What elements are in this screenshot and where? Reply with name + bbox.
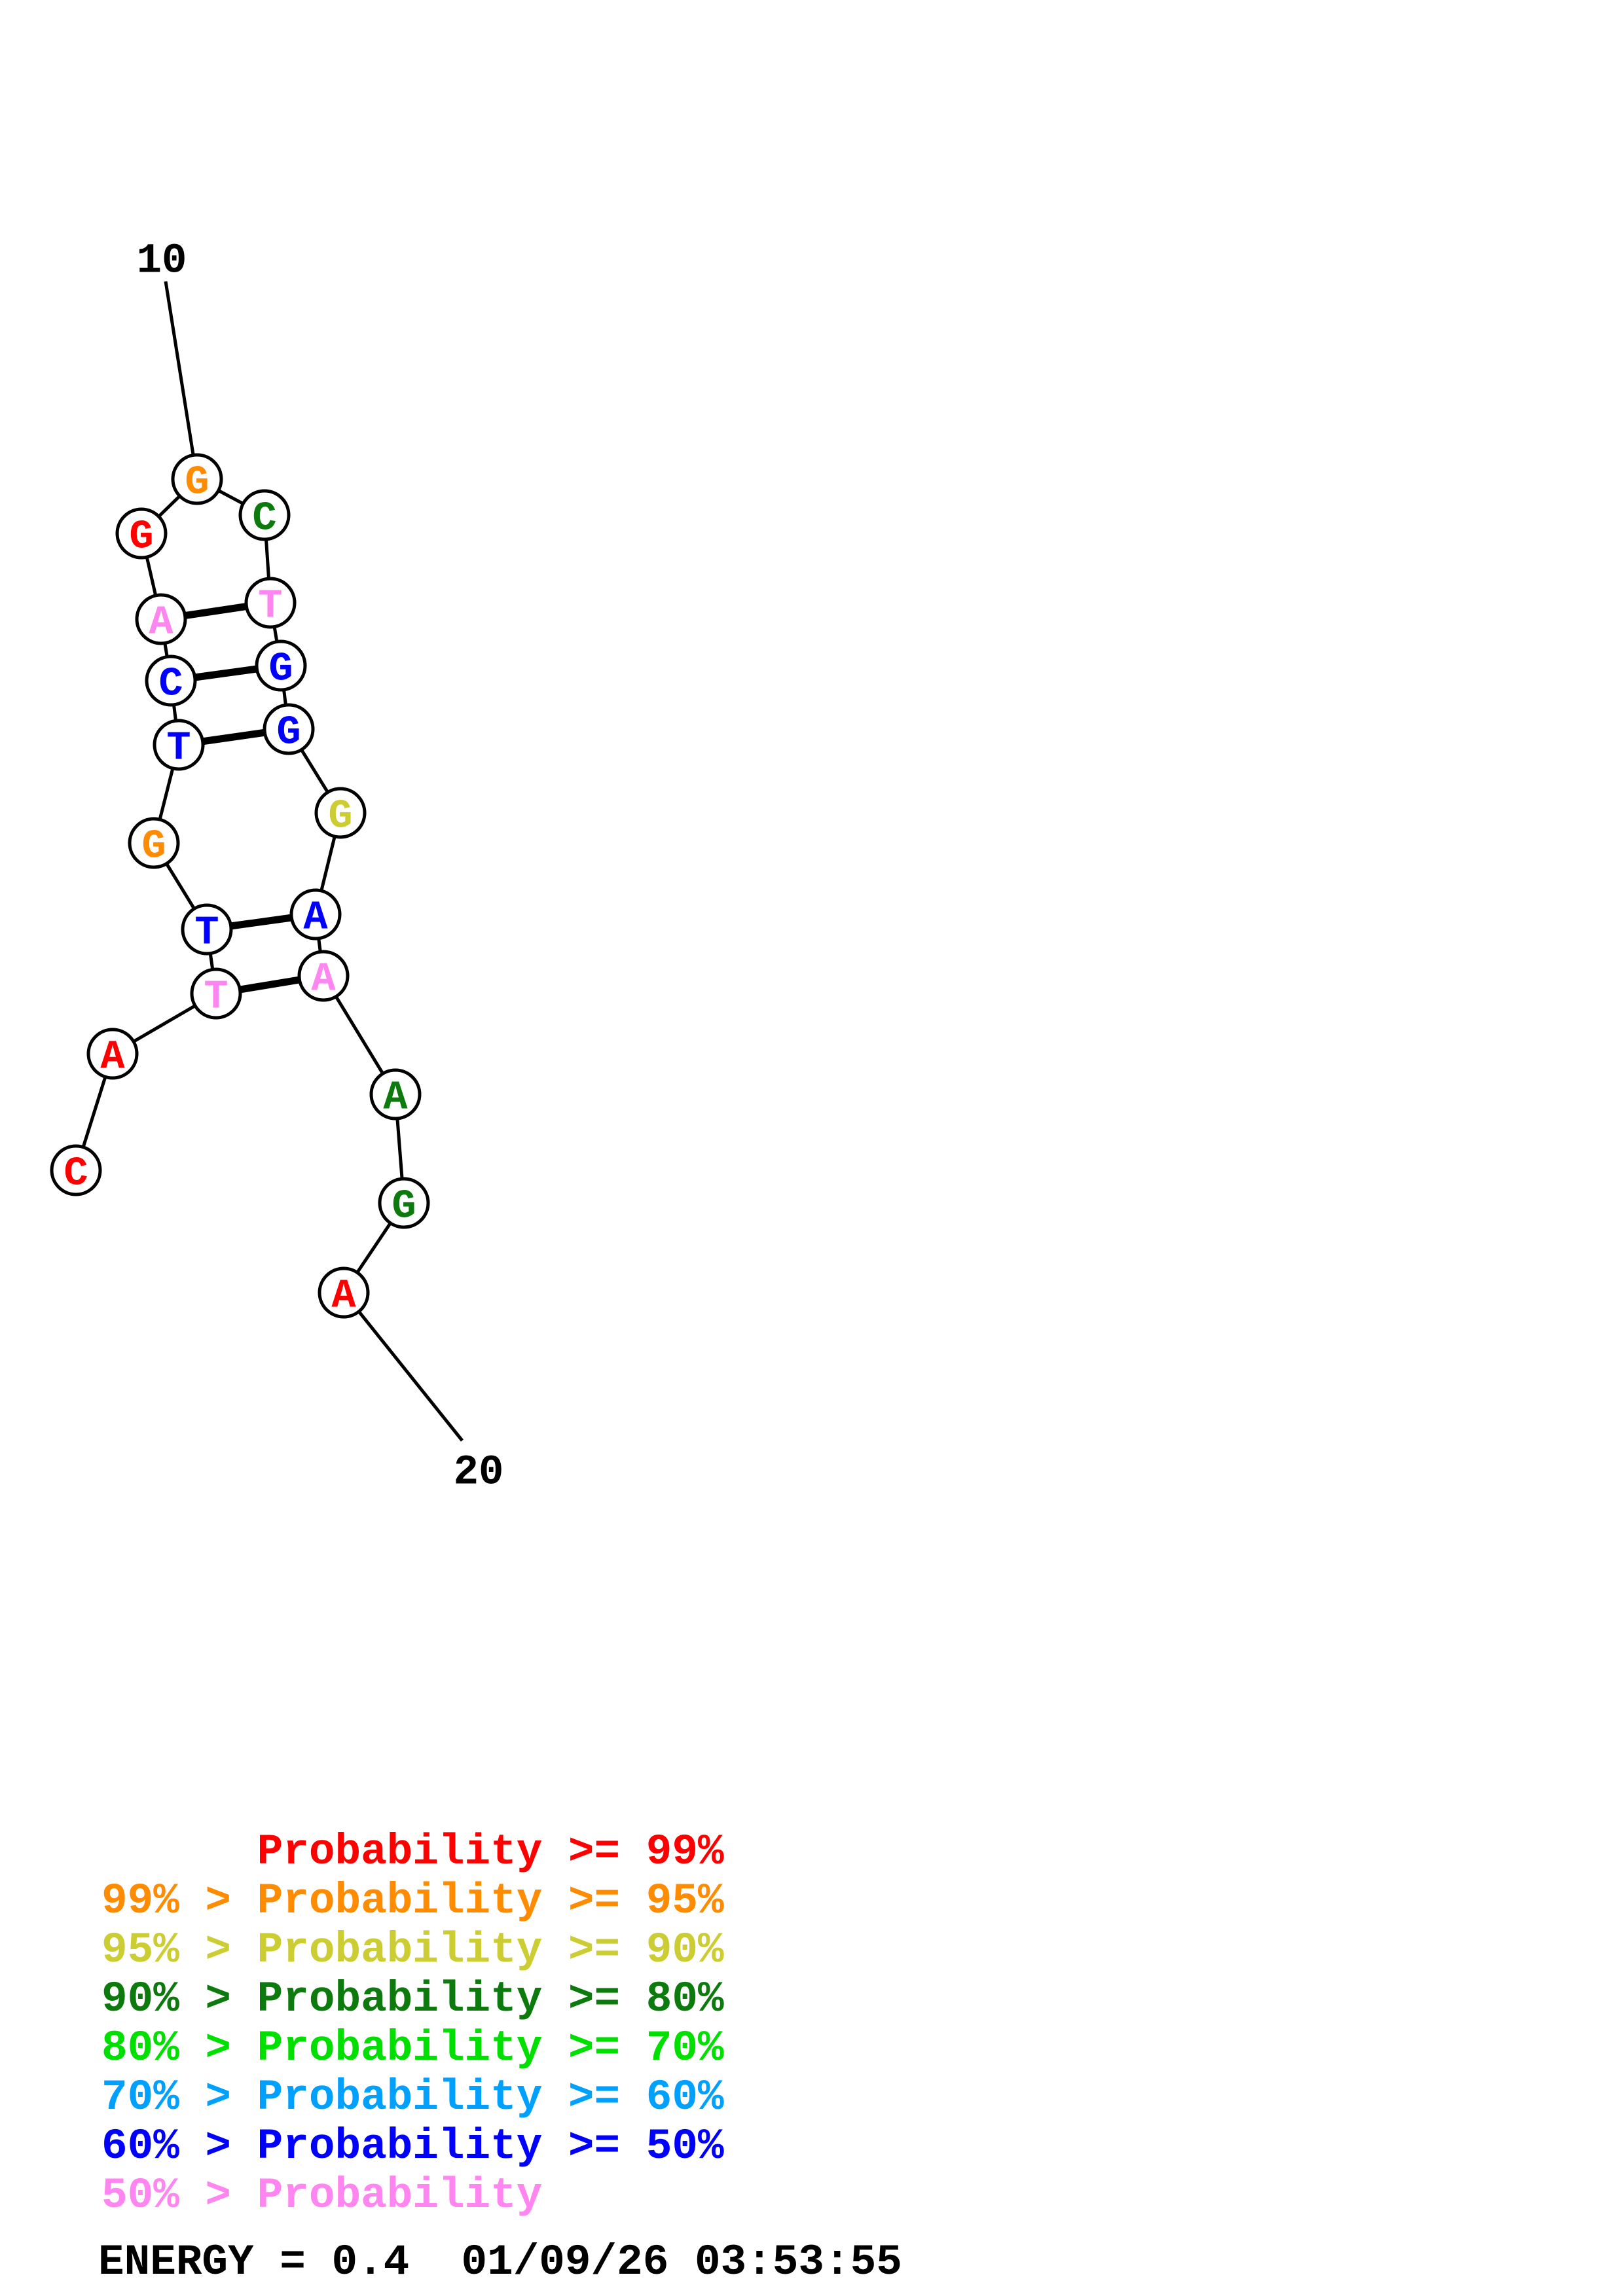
legend-item: 99% > Probability >= 95% — [101, 1876, 724, 1926]
residue-letter: T — [194, 910, 219, 956]
residue-circle — [128, 817, 180, 869]
residue-circle — [181, 903, 233, 956]
sequence-label: 10 — [137, 238, 187, 285]
residue-letter: A — [303, 895, 328, 941]
residue-circle — [369, 1068, 422, 1121]
residue-circle — [297, 950, 350, 1002]
residue-letter: A — [331, 1273, 356, 1319]
residue-letter: C — [64, 1151, 88, 1197]
residue-circle — [171, 453, 223, 505]
residue-letter: G — [276, 709, 301, 756]
legend-item: Probability >= 99% — [101, 1827, 724, 1876]
residue-letter: G — [141, 823, 166, 870]
residue-letter: G — [392, 1183, 416, 1230]
residue-circle — [50, 1144, 102, 1196]
residue-letter: G — [328, 793, 352, 840]
residue-circle — [318, 1266, 370, 1319]
residue-letter: T — [166, 725, 191, 772]
residue-circle — [135, 593, 187, 645]
residue-circle — [238, 489, 291, 541]
residue-letter: G — [185, 459, 209, 506]
residue-letter: T — [258, 583, 282, 630]
energy-footer: ENERGY = 0.4 01/09/26 03:53:55 — [98, 2238, 902, 2287]
residue-letter: A — [100, 1034, 125, 1081]
residue-circle — [263, 703, 315, 755]
residue-letter: A — [149, 600, 173, 646]
residue-letter: T — [204, 974, 228, 1020]
residue-circle — [86, 1028, 139, 1080]
residue-circle — [314, 787, 367, 839]
residue-letter: A — [311, 956, 336, 1003]
sequence-label-leader — [342, 1291, 464, 1442]
legend-item: 95% > Probability >= 90% — [101, 1926, 724, 1975]
residue-letter: A — [383, 1075, 408, 1121]
residue-letter: C — [158, 661, 183, 708]
residue-circle — [145, 655, 197, 707]
legend-item: 80% > Probability >= 70% — [101, 2024, 724, 2073]
residue-circle — [153, 719, 205, 771]
residue-circle — [244, 577, 297, 629]
legend-item: 70% > Probability >= 60% — [101, 2073, 724, 2122]
sequence-label: 20 — [454, 1449, 504, 1496]
residue-circle — [378, 1177, 430, 1229]
legend-item: 50% > Probability — [101, 2171, 543, 2220]
residue-circle — [255, 639, 307, 692]
residue-circle — [115, 507, 168, 560]
residue-circle — [190, 967, 242, 1020]
residue-circle — [289, 888, 342, 941]
residue-letter: G — [268, 646, 293, 692]
residue-letter: G — [129, 514, 153, 560]
residue-letter: C — [252, 495, 276, 542]
legend-item: 60% > Probability >= 50% — [101, 2122, 724, 2171]
sequence-label-leader — [164, 281, 199, 480]
legend-item: 90% > Probability >= 80% — [101, 1975, 724, 2024]
probability-legend: Probability >= 99% 99% > Probability >= 9… — [101, 1827, 724, 2220]
